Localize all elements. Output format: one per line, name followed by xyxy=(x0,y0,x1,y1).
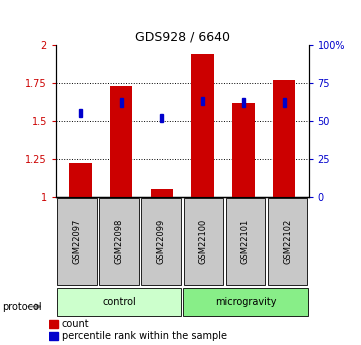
Text: GSM22100: GSM22100 xyxy=(199,219,208,264)
Bar xyxy=(119,98,123,107)
Bar xyxy=(49,332,58,340)
Text: microgravity: microgravity xyxy=(215,297,276,307)
Bar xyxy=(191,54,214,197)
Text: control: control xyxy=(102,297,136,307)
Text: GSM22102: GSM22102 xyxy=(283,219,292,264)
Bar xyxy=(69,163,92,197)
Bar xyxy=(268,198,308,285)
Bar xyxy=(79,109,82,117)
Text: GSM22099: GSM22099 xyxy=(157,219,166,264)
Bar xyxy=(142,198,181,285)
Bar xyxy=(242,98,245,107)
Text: GSM22101: GSM22101 xyxy=(241,219,250,264)
Bar xyxy=(151,189,173,197)
Bar xyxy=(183,198,223,285)
Text: percentile rank within the sample: percentile rank within the sample xyxy=(62,331,227,341)
Bar xyxy=(57,288,182,316)
Bar xyxy=(49,320,58,328)
Bar xyxy=(226,198,265,285)
Title: GDS928 / 6640: GDS928 / 6640 xyxy=(135,31,230,44)
Bar xyxy=(57,198,97,285)
Bar xyxy=(160,114,164,122)
Bar xyxy=(110,86,132,197)
Bar xyxy=(273,80,295,197)
Bar xyxy=(183,288,308,316)
Text: count: count xyxy=(62,319,89,329)
Bar xyxy=(232,102,255,197)
Bar xyxy=(99,198,139,285)
Text: protocol: protocol xyxy=(2,302,42,312)
Text: GSM22098: GSM22098 xyxy=(115,219,123,264)
Text: GSM22097: GSM22097 xyxy=(73,219,82,264)
Bar xyxy=(283,98,286,107)
Bar xyxy=(201,97,204,105)
